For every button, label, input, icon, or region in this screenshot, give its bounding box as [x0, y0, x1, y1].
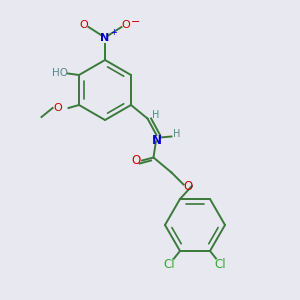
Text: H: H — [152, 110, 160, 120]
Text: N: N — [152, 134, 162, 147]
Text: +: + — [110, 28, 117, 37]
Text: Cl: Cl — [215, 258, 226, 271]
Text: O: O — [80, 20, 88, 31]
Text: Cl: Cl — [164, 258, 175, 271]
Text: HO: HO — [52, 68, 68, 79]
Text: H: H — [173, 129, 180, 139]
Text: N: N — [100, 33, 109, 43]
Text: O: O — [131, 154, 141, 167]
Text: O: O — [183, 179, 193, 193]
Text: O: O — [54, 103, 62, 113]
Text: O: O — [122, 20, 130, 31]
Text: −: − — [131, 17, 140, 27]
